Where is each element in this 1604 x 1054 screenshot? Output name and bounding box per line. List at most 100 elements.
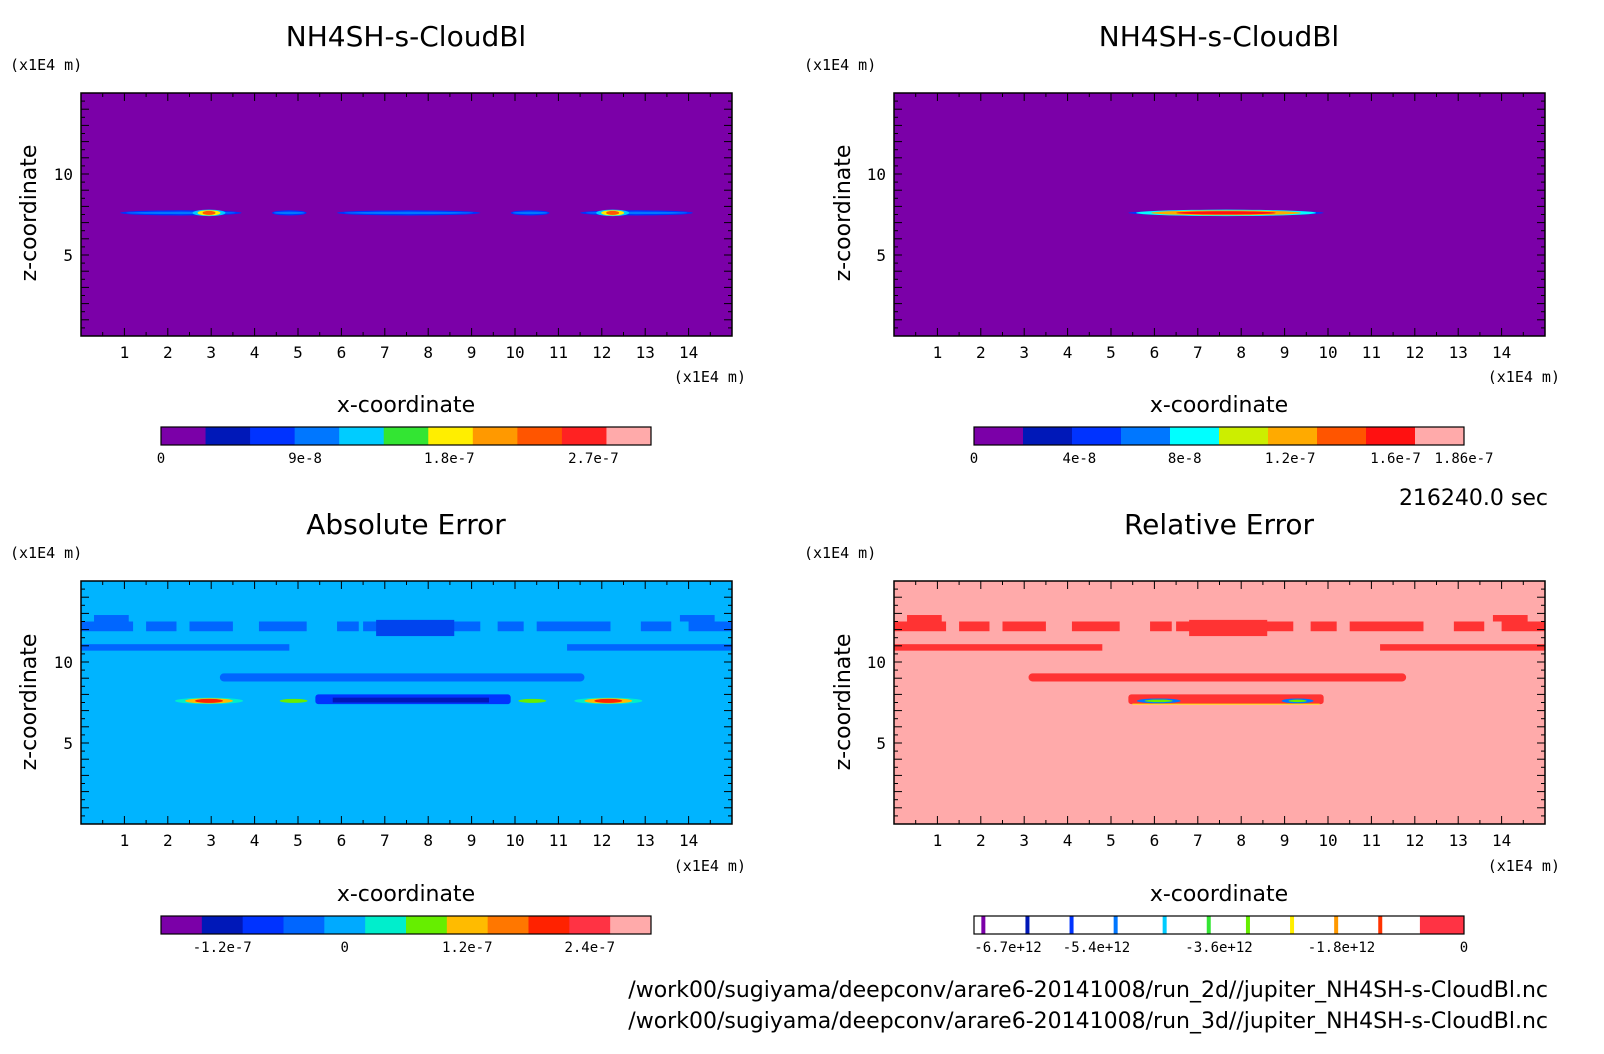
panel-2-xtick-label: 8 — [1236, 343, 1246, 362]
panel-3-feature-1-blob-9 — [640, 621, 672, 632]
panel-4-feature-2 — [1028, 673, 1407, 682]
panel-1-xtick-label: 9 — [467, 343, 477, 362]
panel-3-feature-1-strip-left — [81, 644, 290, 651]
panel-2-xtick-label: 6 — [1150, 343, 1160, 362]
panel-4-xtick-label: 12 — [1405, 831, 1424, 850]
panel-3-ylabel: z-coordinate — [17, 634, 42, 771]
colorbar-tick-label: -1.2e-7 — [193, 940, 252, 956]
panel-3-xtick-label: 4 — [250, 831, 260, 850]
panel-2-y-unit: (x1E4 m) — [804, 56, 876, 74]
panel-4-ytick-label: 5 — [876, 734, 886, 753]
colorbar-tick-label: -1.8e+12 — [1308, 940, 1375, 956]
panel-2-xtick-label: 5 — [1106, 343, 1116, 362]
colorbar-segment — [446, 916, 489, 934]
panel-4-feature-1-strip-left — [894, 644, 1103, 651]
colorbar-frame — [973, 426, 1465, 446]
panel-2-xlabel: x-coordinate — [1150, 393, 1288, 418]
panel-3-xtick-label: 2 — [163, 831, 173, 850]
colorbar-marker — [1162, 916, 1167, 934]
panel-2-xtick-label: 10 — [1318, 343, 1337, 362]
panel-2-xtick-label: 14 — [1492, 343, 1511, 362]
colorbar-marker — [1069, 916, 1074, 934]
time-label: 216240.0 sec — [1399, 486, 1548, 511]
panel-3-feature-1-strip-right — [567, 644, 732, 651]
colorbar-tick-label: 1.6e-7 — [1370, 451, 1421, 467]
panel-3-title: Absolute Error — [306, 508, 506, 541]
panel-4-feature-1-blob-5 — [1150, 621, 1172, 632]
panel-2-xtick-label: 1 — [933, 343, 943, 362]
panel-2-feature-1-peak-c — [1176, 211, 1276, 215]
panel-3-xtick-label: 3 — [206, 831, 216, 850]
colorbar-segment — [610, 916, 652, 934]
colorbar-segment — [205, 427, 251, 445]
panel-2-xtick-label: 3 — [1019, 343, 1029, 362]
panel-2-xtick-label: 11 — [1362, 343, 1381, 362]
panel-2-xtick-label: 13 — [1449, 343, 1468, 362]
colorbar-segment — [365, 916, 407, 934]
panel-3-xtick-label: 12 — [592, 831, 611, 850]
colorbar-segment — [1419, 916, 1464, 934]
panel-3-feature-1-blob-1 — [81, 621, 134, 632]
panel-4-xtick-label: 7 — [1193, 831, 1203, 850]
colorbar-segment — [1170, 427, 1220, 445]
panel-4-feature-3-spot-right-in — [1288, 699, 1307, 703]
colorbar-segment — [606, 427, 652, 445]
panel-4-xtick-label: 10 — [1318, 831, 1337, 850]
panel-3-feature-1-blob-5 — [337, 621, 359, 632]
panel-3-xtick-label: 11 — [549, 831, 568, 850]
panel-3-xlabel: x-coordinate — [337, 882, 475, 907]
panel-4-feature-1-blob-4 — [1071, 621, 1120, 632]
panel-1-title: NH4SH-s-CloudBl — [286, 20, 526, 53]
colorbar-segment — [1072, 427, 1122, 445]
colorbar-segment — [283, 916, 325, 934]
colorbar-tick-label: 2.7e-7 — [568, 451, 619, 467]
colorbar-segment — [1366, 427, 1416, 445]
panel-4-feature-1-cap-left — [907, 615, 942, 622]
panel-2-xtick-label: 9 — [1280, 343, 1290, 362]
panel-4-xtick-label: 14 — [1492, 831, 1511, 850]
panel-1-ytick-label: 10 — [54, 165, 73, 184]
panel-3-feature-1-blob-7 — [497, 621, 524, 632]
panel-3-xtick-label: 14 — [679, 831, 698, 850]
colorbar-tick-label: 1.2e-7 — [442, 940, 493, 956]
panel-2-x-unit: (x1E4 m) — [1488, 368, 1560, 386]
panel-4-feature-1-blob-3 — [1002, 621, 1046, 632]
panel-2-colorbar: 0 4e-8 8e-8 1.2e-7 1.6e-7 1.86e-7 — [970, 426, 1494, 467]
panel-1-feature-5-peak-c — [606, 210, 620, 215]
panel-4-xtick-label: 8 — [1236, 831, 1246, 850]
panel-3-xtick-label: 8 — [423, 831, 433, 850]
colorbar-tick-label: 2.4e-7 — [564, 940, 615, 956]
panel-2-contours — [1128, 209, 1324, 217]
colorbar-marker — [1290, 916, 1295, 934]
colorbar-segment — [561, 427, 607, 445]
colorbar-tick-label: 9e-8 — [288, 451, 322, 467]
panel-3-xtick-label: 6 — [337, 831, 347, 850]
panel-1-xtick-label: 7 — [380, 343, 390, 362]
colorbar-segment — [517, 427, 563, 445]
colorbar-segment — [974, 427, 1024, 445]
panel-3-feature-1-blob-4 — [258, 621, 307, 632]
panel-1-xtick-label: 4 — [250, 343, 260, 362]
colorbar-segment — [1023, 427, 1073, 445]
panel-1-xtick-label: 2 — [163, 343, 173, 362]
panel-3-xtick-label: 1 — [120, 831, 130, 850]
panel-3-feature-3-inner — [332, 697, 489, 703]
panel-4-feature-1-blob-2 — [959, 621, 990, 632]
colorbar-tick-label: 0 — [1460, 940, 1468, 956]
panel-4-feature-3-spot-left-in — [1144, 699, 1173, 703]
colorbar-marker — [1378, 916, 1383, 934]
panel-4-feature-1-core — [1189, 619, 1268, 637]
colorbar-segment — [487, 916, 529, 934]
panel-1-xtick-label: 13 — [636, 343, 655, 362]
colorbar-segment — [1317, 427, 1367, 445]
panel-3-feature-1-blob-10 — [688, 621, 732, 632]
panel-4-y-unit: (x1E4 m) — [804, 544, 876, 562]
panel-3-feature-1-blob-2 — [146, 621, 177, 632]
panel-4-title: Relative Error — [1124, 508, 1315, 541]
colorbar-tick-label: -3.6e+12 — [1185, 940, 1252, 956]
panel-4-xtick-label: 4 — [1063, 831, 1073, 850]
panel-4-xtick-label: 13 — [1449, 831, 1468, 850]
